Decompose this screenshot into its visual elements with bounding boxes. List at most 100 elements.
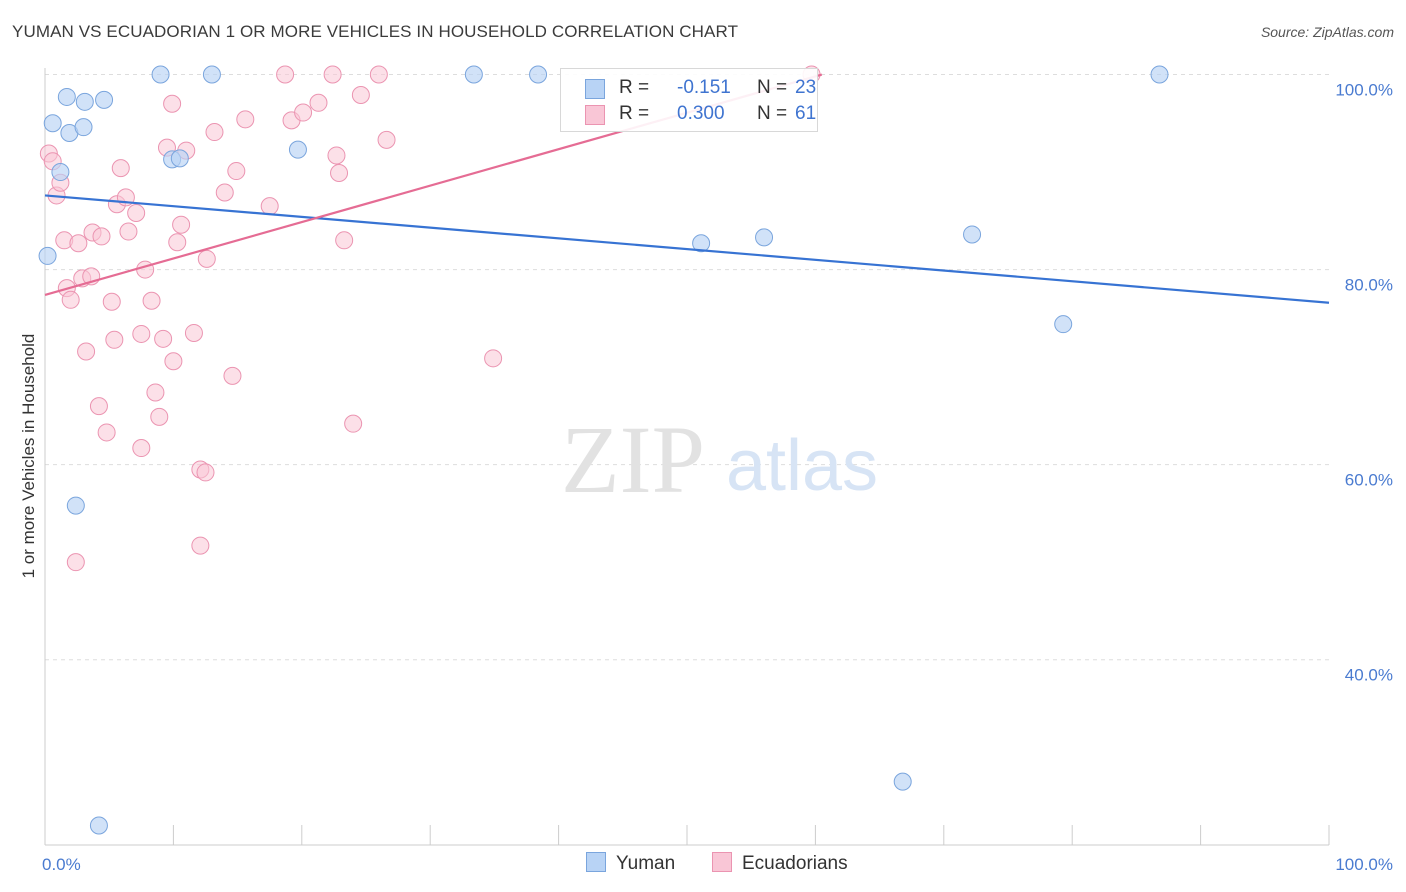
yuman-point: [95, 90, 114, 109]
ecuadorians-point: [294, 103, 313, 122]
yuman-trend-line: [44, 194, 1330, 304]
r-value: 0.300: [677, 103, 725, 124]
yuman-point: [89, 816, 108, 835]
legend-item-yuman[interactable]: Yuman: [586, 852, 675, 875]
x-tick-label: 0.0%: [42, 855, 81, 874]
yuman-point: [57, 87, 76, 106]
yuman-point: [202, 65, 221, 84]
yuman-point: [529, 65, 548, 84]
yuman-point: [66, 496, 85, 515]
ecuadorians-point: [335, 231, 354, 250]
x-tick-label: 100.0%: [1335, 855, 1393, 874]
yuman-point: [692, 234, 711, 253]
r-label: R =: [619, 77, 650, 98]
ecuadorians-point: [132, 324, 151, 343]
yuman-point: [464, 65, 483, 84]
ecuadorians-point: [309, 93, 328, 112]
ecuadorians-point: [172, 215, 191, 234]
ecuadorians-point: [323, 65, 342, 84]
y-tick-label: 80.0%: [1345, 276, 1393, 295]
ecuadorians-point: [119, 222, 138, 241]
legend-label-yuman: Yuman: [616, 853, 676, 874]
ecuadorians-point: [330, 164, 349, 183]
ecuadorians-point: [127, 204, 146, 222]
yuman-point: [151, 65, 170, 84]
yuman-point: [170, 149, 189, 168]
source-label[interactable]: Source: ZipAtlas.com: [1260, 24, 1394, 40]
n-label: N =: [757, 103, 788, 124]
n-label: N =: [757, 77, 788, 98]
ecuadorians-point: [97, 423, 116, 442]
yuman-point: [893, 772, 912, 791]
ecuadorians-point: [236, 110, 255, 129]
watermark-atlas: atlas: [726, 426, 878, 506]
stats-legend: R = -0.151 N = 23 R = 0.300 N = 61: [560, 68, 818, 132]
yuman-point: [1054, 315, 1073, 334]
legend-item-ecuadorians[interactable]: Ecuadorians: [712, 852, 848, 875]
ecuadorians-point: [105, 330, 124, 349]
ecuadorians-point: [142, 291, 161, 310]
ecuadorians-point: [92, 227, 111, 246]
watermark-zip: ZIP: [561, 406, 705, 513]
yuman-point: [75, 92, 94, 111]
ecuadorians-point: [205, 123, 224, 142]
yuman-legend-swatch: [586, 852, 606, 872]
yuman-point: [755, 228, 774, 247]
ecuadorians-point: [136, 260, 155, 279]
ecuadorians-point: [61, 290, 80, 309]
ecuadorians-point: [132, 439, 151, 458]
yuman-point: [963, 225, 982, 244]
ecuadorians-point: [77, 342, 96, 361]
r-value: -0.151: [677, 77, 731, 98]
yuman-point: [1150, 65, 1169, 84]
ecuadorians-point: [111, 159, 130, 178]
ecuadorians-point: [168, 233, 187, 252]
ecuadorians-point: [89, 397, 108, 416]
ecuadorians-points: [39, 65, 821, 572]
yuman-point: [38, 246, 57, 265]
ecuadorians-point: [150, 407, 169, 426]
ecuadorians-point: [327, 146, 346, 165]
y-tick-label: 60.0%: [1345, 471, 1393, 490]
yuman-points: [38, 65, 1169, 835]
ecuadorians-point: [197, 249, 216, 268]
ecuadorians-point: [369, 65, 388, 84]
ecuadorians-point: [69, 234, 88, 253]
tick-labels: 0.0% 100.0% 100.0% 80.0% 60.0% 40.0%: [42, 81, 1393, 874]
yuman-point: [51, 163, 70, 182]
yuman-swatch: [585, 79, 605, 99]
chart-title: YUMAN VS ECUADORIAN 1 OR MORE VEHICLES I…: [12, 22, 739, 41]
ecuadorians-legend-swatch: [712, 852, 732, 872]
ecuadorians-point: [484, 349, 503, 368]
ecuadorians-point: [223, 366, 242, 385]
ecuadorians-point: [146, 383, 165, 402]
yuman-point: [288, 140, 307, 159]
ecuadorians-swatch: [585, 105, 605, 125]
n-value: 61: [795, 103, 817, 124]
ecuadorians-point: [163, 94, 182, 113]
ecuadorians-point: [196, 463, 215, 482]
n-value: 23: [795, 77, 817, 98]
y-axis-label: 1 or more Vehicles in Household: [19, 334, 38, 579]
ecuadorians-point: [344, 414, 363, 433]
ecuadorians-point: [260, 197, 279, 216]
r-label: R =: [619, 103, 650, 124]
yuman-point: [74, 118, 93, 137]
ecuadorians-point: [102, 292, 121, 311]
ecuadorians-point: [215, 183, 234, 202]
ecuadorians-point: [164, 352, 183, 371]
ecuadorians-point: [276, 65, 295, 84]
axes: [44, 68, 1330, 846]
ecuadorians-point: [351, 85, 370, 104]
ecuadorians-point: [154, 329, 173, 348]
yuman-point: [43, 114, 62, 133]
y-tick-label: 40.0%: [1345, 666, 1393, 685]
ecuadorians-point: [227, 162, 246, 181]
y-tick-label: 100.0%: [1335, 81, 1393, 100]
legend-label-ecuadorians: Ecuadorians: [742, 853, 848, 874]
ecuadorians-point: [66, 553, 85, 572]
ecuadorians-point: [191, 536, 210, 555]
ecuadorians-point: [377, 130, 396, 149]
ecuadorians-point: [184, 323, 203, 342]
